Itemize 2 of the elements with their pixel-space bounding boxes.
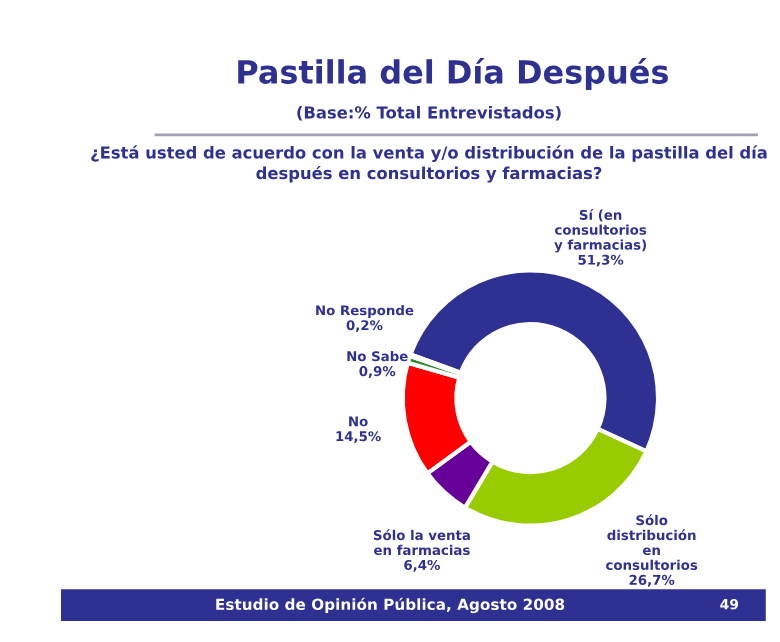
chart-title: Pastilla del Día Después — [238, 57, 668, 91]
text: (Base:% Total Entrevistados) ¿Está usted de acuerdo con la venta y/o distribución de la pastilla del día después en consultorios y farmacias? — [91, 105, 767, 183]
